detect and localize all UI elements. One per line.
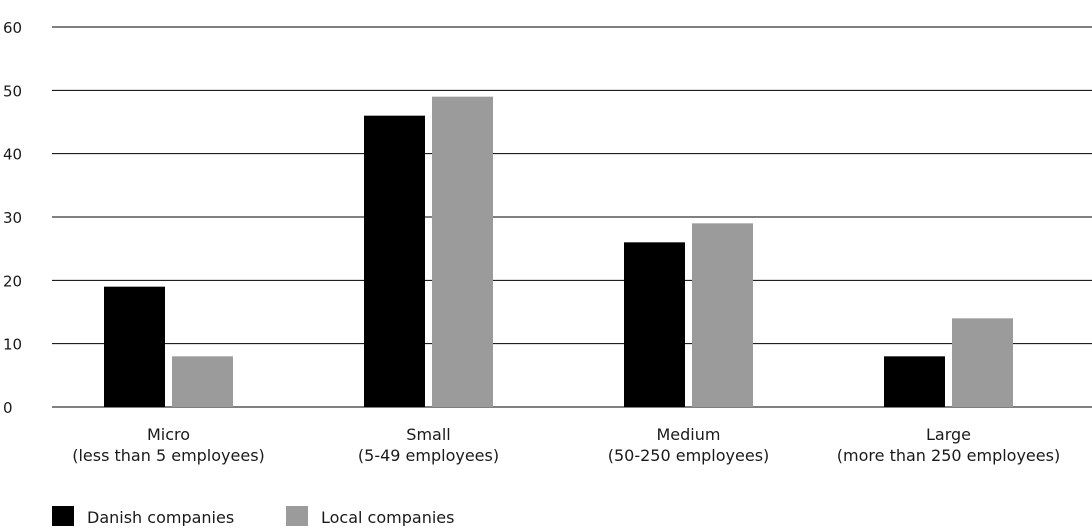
legend-swatch <box>52 506 74 526</box>
legend: Danish companies Local companies <box>52 506 454 527</box>
legend-swatch <box>286 506 308 526</box>
x-axis-labels: Micro (less than 5 employees) Small (5-49 e… <box>72 425 1060 465</box>
y-tick-label: 60 <box>3 19 22 37</box>
bar-local-companies <box>172 356 233 407</box>
y-tick-label: 40 <box>3 146 22 164</box>
y-tick-label: 20 <box>3 272 22 290</box>
legend-label: Danish companies <box>87 508 234 526</box>
y-tick-label: 50 <box>3 82 22 100</box>
y-tick-label: 30 <box>3 209 22 227</box>
bar-danish-companies <box>624 242 685 407</box>
legend-label: Local companies <box>321 508 454 526</box>
x-category-label: Medium (50-250 employees) <box>608 425 770 465</box>
bar-local-companies <box>952 318 1013 407</box>
y-tick-label: 0 <box>3 399 13 417</box>
x-category-label: Small (5-49 employees) <box>358 425 499 465</box>
bar-local-companies <box>692 223 753 407</box>
bar-danish-companies <box>884 356 945 407</box>
bar-local-companies <box>432 96 493 408</box>
y-tick-label: 10 <box>3 336 22 354</box>
bar-danish-companies <box>364 115 425 408</box>
gridlines <box>52 26 1092 408</box>
x-category-label: Micro (less than 5 employees) <box>72 425 265 465</box>
bars <box>104 96 1013 408</box>
bar-danish-companies <box>104 286 165 407</box>
y-axis-ticks: 0 10 20 30 40 50 60 <box>3 19 22 417</box>
x-category-label: Large (more than 250 employees) <box>837 425 1060 465</box>
